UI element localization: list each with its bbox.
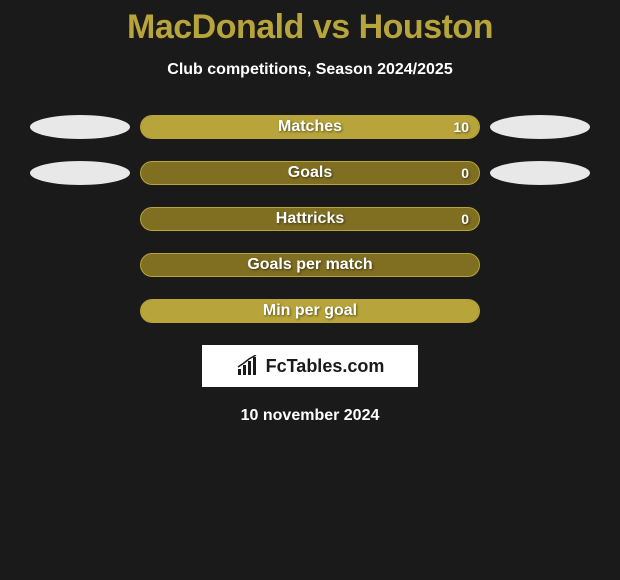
stat-bar: Goals 0: [140, 161, 480, 185]
stat-bar: Hattricks 0: [140, 207, 480, 231]
stat-label: Matches: [278, 118, 342, 136]
brand-text: FcTables.com: [266, 356, 385, 377]
stat-row: Matches 10: [10, 115, 610, 139]
stat-bar: Matches 10: [140, 115, 480, 139]
left-ellipse: [30, 161, 130, 185]
right-ellipse: [490, 115, 590, 139]
stats-list: Matches 10 Goals 0 Hattricks 0 Goals per match…: [0, 115, 620, 323]
subtitle: Club competitions, Season 2024/2025: [0, 61, 620, 79]
stat-bar: Goals per match: [140, 253, 480, 277]
stat-bar: Min per goal: [140, 299, 480, 323]
stat-label: Min per goal: [263, 302, 357, 320]
page-title: MacDonald vs Houston: [0, 8, 620, 47]
stat-label: Goals: [288, 164, 332, 182]
comparison-infographic: MacDonald vs Houston Club competitions, …: [0, 0, 620, 425]
brand-chart-icon: [236, 355, 260, 377]
stat-value-right: 0: [461, 165, 469, 181]
stat-label: Goals per match: [247, 256, 372, 274]
date-text: 10 november 2024: [0, 407, 620, 425]
stat-value-right: 10: [453, 119, 469, 135]
stat-row: Hattricks 0: [10, 207, 610, 231]
stat-row: Goals per match: [10, 253, 610, 277]
left-ellipse: [30, 115, 130, 139]
stat-row: Goals 0: [10, 161, 610, 185]
right-ellipse: [490, 161, 590, 185]
stat-label: Hattricks: [276, 210, 344, 228]
stat-row: Min per goal: [10, 299, 610, 323]
brand-badge: FcTables.com: [202, 345, 418, 387]
stat-value-right: 0: [461, 211, 469, 227]
